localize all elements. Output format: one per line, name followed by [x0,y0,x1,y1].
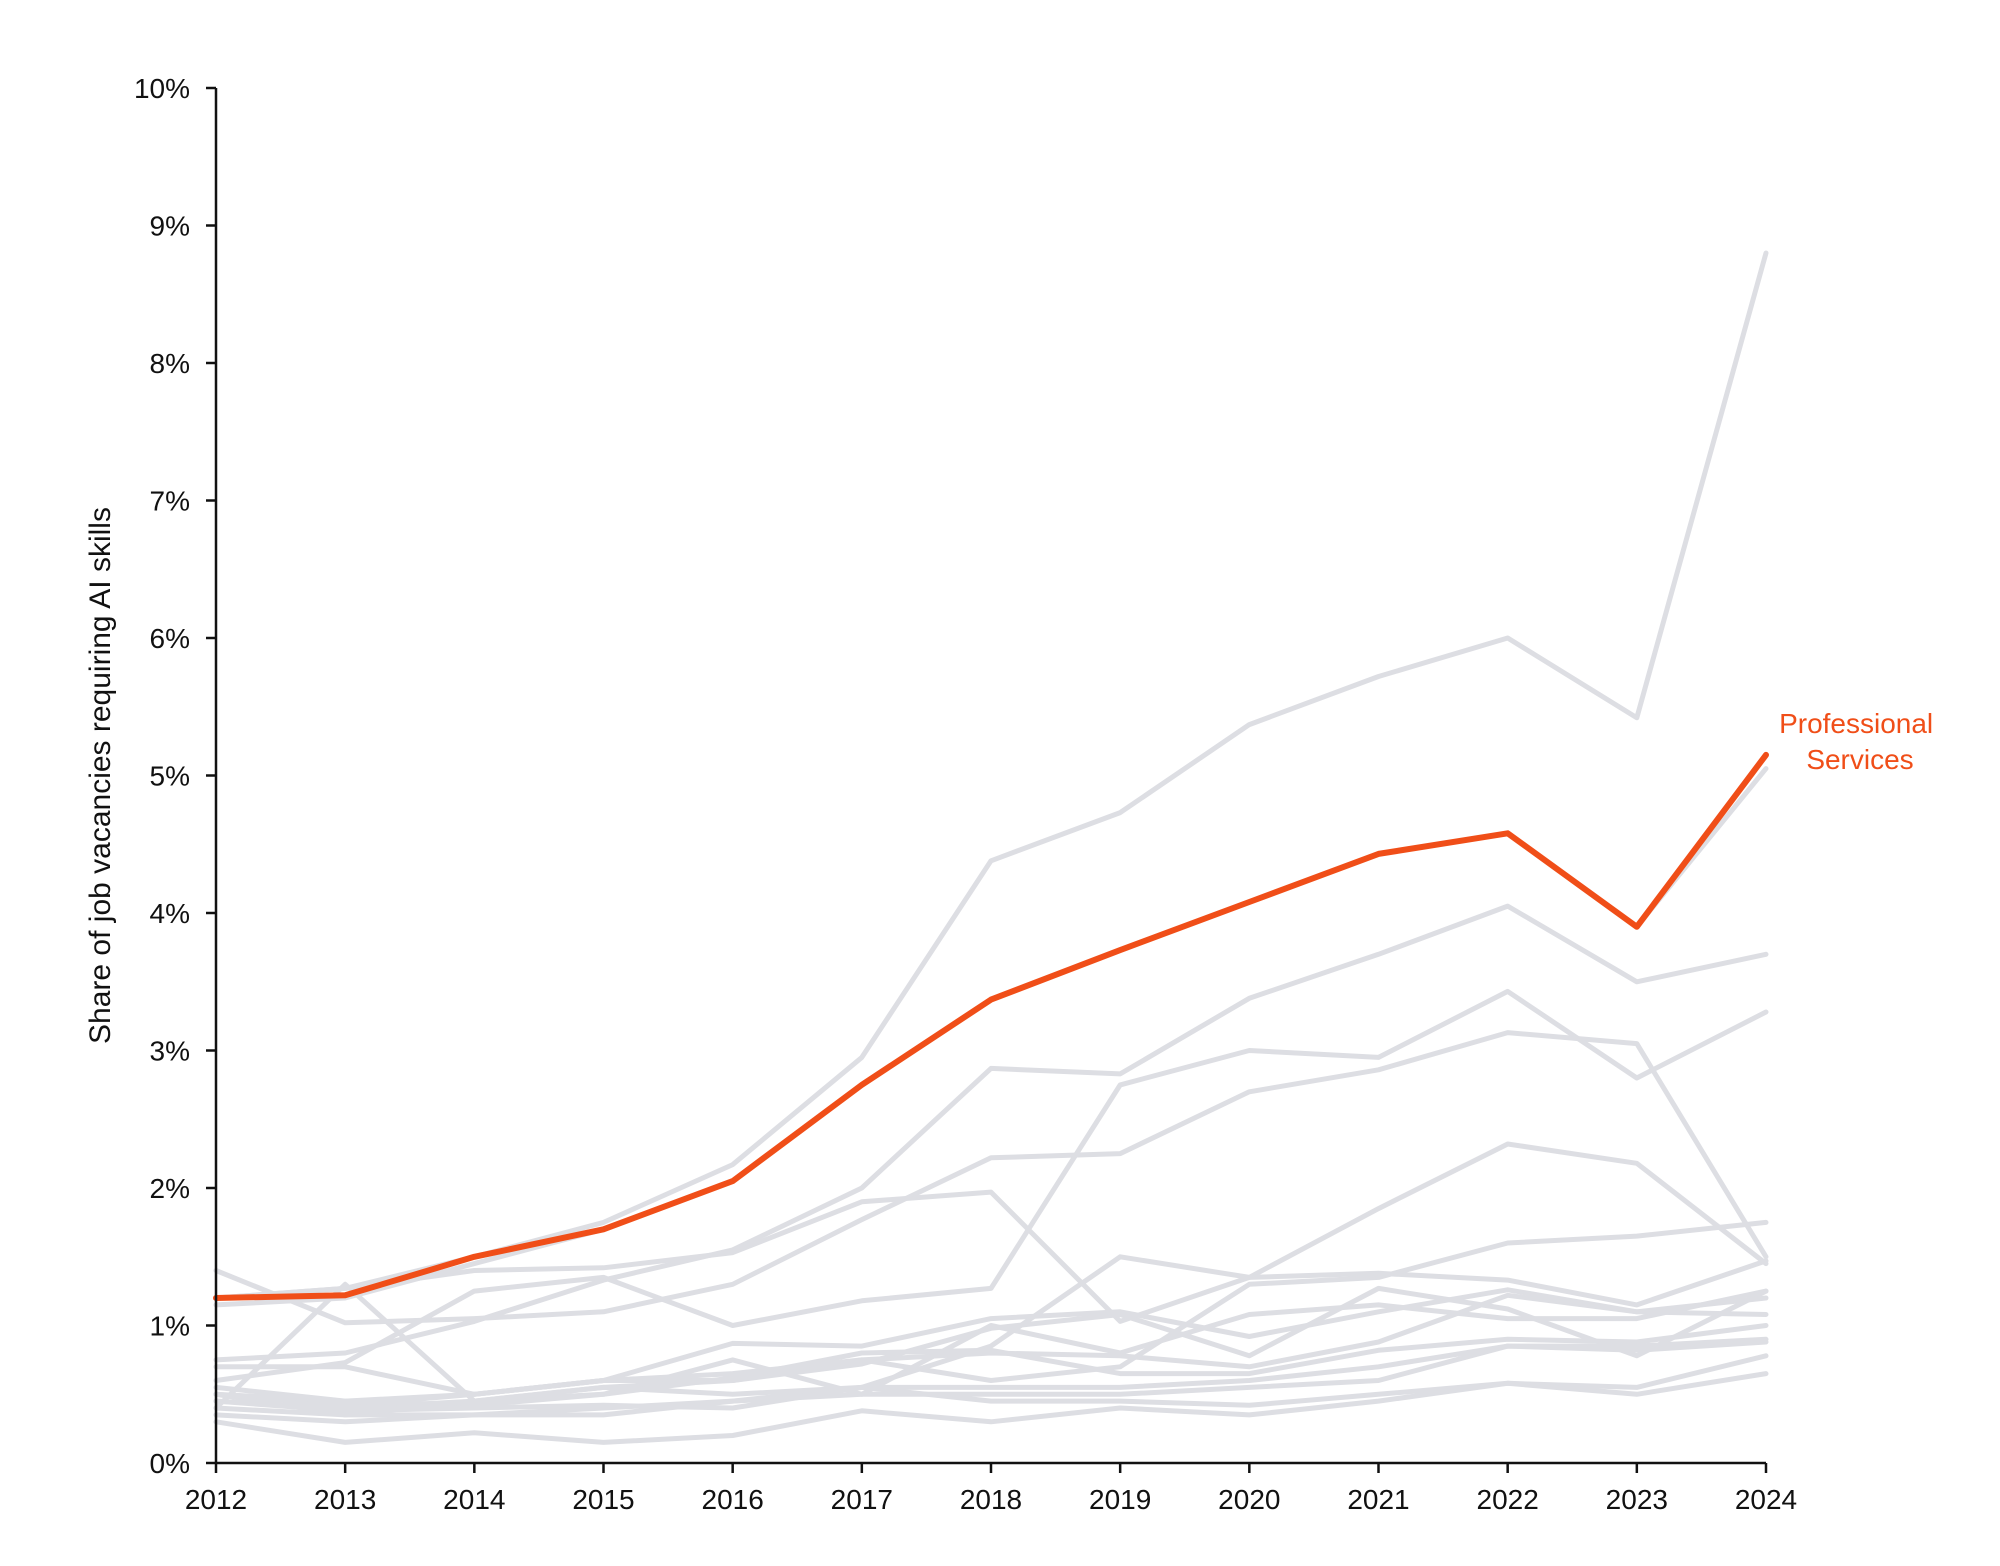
background-series-line [213,1219,1769,1397]
highlight-series-label-line: Professional [1779,708,1933,739]
x-tick-label: 2015 [572,1484,634,1515]
x-tick-label: 2014 [443,1484,505,1515]
professional-services-line [213,751,1769,1301]
y-tick-label: 1% [150,1311,190,1342]
background-series-group [213,250,1769,1445]
y-axis-title: Share of job vacancies requiring AI skil… [84,507,117,1044]
background-series-line [213,1030,1769,1326]
background-series-line [213,250,1769,1301]
y-tick-label: 10% [134,73,190,104]
background-series-line [213,1339,1769,1425]
y-tick-label: 5% [150,761,190,792]
y-tick-label: 9% [150,211,190,242]
y-tick-label: 6% [150,623,190,654]
x-tick-label: 2012 [185,1484,247,1515]
y-tick-label: 3% [150,1036,190,1067]
y-tick-label: 7% [150,486,190,517]
y-tick-label: 4% [150,898,190,929]
x-tick-label: 2021 [1347,1484,1409,1515]
background-series-line [213,1371,1769,1445]
y-axis-ticks: 0% 1% 2% 3% 4% 5% 6% 7% 8% 9% 10% [134,73,216,1479]
background-series-line [213,903,1769,1363]
x-axis-ticks: 2012 2013 2014 2015 2016 2017 2018 2019 2020 2021… [185,1463,1797,1515]
x-tick-label: 2013 [314,1484,376,1515]
x-tick-label: 2016 [702,1484,764,1515]
background-series-line [213,1141,1769,1324]
x-tick-label: 2020 [1218,1484,1280,1515]
background-series-line [213,1323,1769,1408]
x-tick-label: 2018 [960,1484,1022,1515]
x-tick-label: 2019 [1089,1484,1151,1515]
background-series-line [213,1292,1769,1404]
x-tick-label: 2023 [1606,1484,1668,1515]
y-tick-label: 8% [150,348,190,379]
highlight-series-group [213,751,1769,1301]
axes [214,88,1766,1465]
x-tick-label: 2024 [1735,1484,1797,1515]
highlight-series-label: Professional Services [1779,708,1941,775]
highlight-series-label-line: Services [1806,744,1913,775]
background-series-line [213,988,1769,1383]
y-tick-label: 2% [150,1173,190,1204]
x-tick-label: 2017 [831,1484,893,1515]
y-tick-label: 0% [150,1448,190,1479]
x-tick-label: 2022 [1477,1484,1539,1515]
